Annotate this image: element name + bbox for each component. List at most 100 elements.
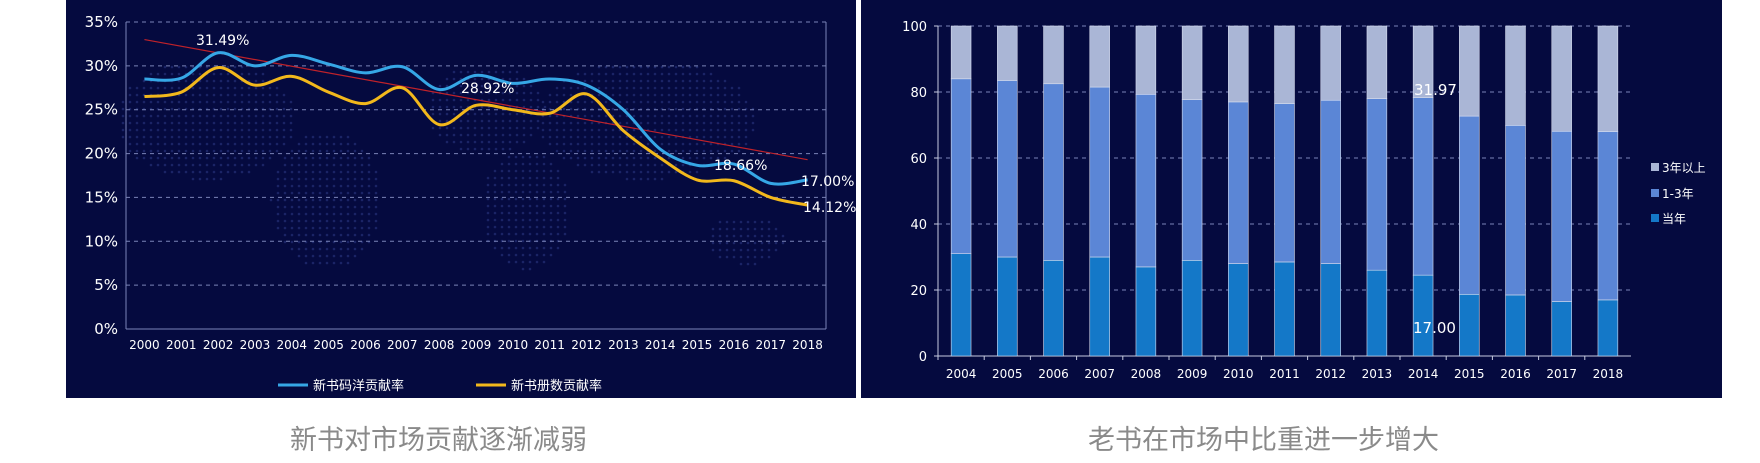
map-dot	[625, 156, 629, 160]
map-dot	[367, 170, 371, 174]
bar-segment-1to3	[1135, 94, 1157, 268]
map-dot	[709, 156, 713, 160]
map-dot	[556, 204, 560, 208]
map-dot	[632, 86, 636, 90]
map-dot	[549, 211, 553, 215]
bar-segment-1to3	[1181, 99, 1203, 261]
map-dot	[135, 93, 139, 97]
map-dot	[625, 121, 629, 125]
y-tick-label: 5%	[94, 276, 118, 294]
map-dot	[311, 149, 315, 153]
map-dot	[618, 79, 622, 83]
map-dot	[541, 114, 545, 118]
map-dot	[514, 239, 518, 243]
map-dot	[760, 255, 764, 259]
map-dot	[360, 247, 364, 251]
map-dot	[653, 100, 657, 104]
map-dot	[205, 135, 209, 139]
map-dot	[493, 218, 497, 222]
map-dot	[702, 149, 706, 153]
y-tick-label: 0%	[94, 320, 118, 338]
map-dot	[746, 241, 750, 245]
map-dot	[367, 219, 371, 223]
map-dot	[625, 142, 629, 146]
map-dot	[535, 225, 539, 229]
map-dot	[563, 232, 567, 236]
map-dot	[500, 204, 504, 208]
map-dot	[529, 119, 533, 123]
map-dot	[332, 170, 336, 174]
map-dot	[632, 163, 636, 167]
map-dot	[695, 170, 699, 174]
map-dot	[723, 86, 727, 90]
map-dot	[431, 98, 435, 102]
bar-segment-1to3	[1228, 101, 1249, 264]
map-dot	[487, 91, 491, 95]
map-dot	[198, 121, 202, 125]
map-dot	[268, 156, 272, 160]
map-dot	[177, 156, 181, 160]
map-dot	[261, 135, 265, 139]
map-dot	[639, 79, 643, 83]
map-dot	[542, 176, 546, 180]
map-dot	[346, 149, 350, 153]
map-dot	[500, 253, 504, 257]
map-dot	[268, 93, 272, 97]
map-dot	[212, 142, 216, 146]
map-dot	[618, 114, 622, 118]
map-dot	[688, 135, 692, 139]
map-dot	[507, 211, 511, 215]
map-dot	[198, 142, 202, 146]
map-dot	[452, 105, 456, 109]
map-dot	[205, 121, 209, 125]
map-dot	[198, 93, 202, 97]
map-dot	[459, 84, 463, 88]
map-dot	[611, 156, 615, 160]
map-dot	[501, 84, 505, 88]
map-dot	[318, 142, 322, 146]
map-dot	[297, 219, 301, 223]
map-dot	[311, 205, 315, 209]
map-dot	[219, 114, 223, 118]
map-dot	[205, 86, 209, 90]
map-dot	[275, 128, 279, 132]
map-dot	[542, 197, 546, 201]
map-dot	[711, 234, 715, 238]
map-dot	[276, 219, 280, 223]
map-dot	[283, 212, 287, 216]
map-dot	[121, 121, 125, 125]
map-dot	[732, 234, 736, 238]
map-dot	[501, 147, 505, 151]
map-dot	[569, 93, 573, 97]
map-dot	[304, 163, 308, 167]
bar-segment-3plus	[1320, 25, 1341, 101]
map-dot	[163, 72, 167, 76]
map-dot	[480, 84, 484, 88]
map-dot	[618, 86, 622, 90]
map-dot	[521, 197, 525, 201]
x-tick-label: 2004	[946, 367, 977, 381]
map-dot	[716, 135, 720, 139]
map-dot	[576, 128, 580, 132]
map-dot	[507, 246, 511, 250]
map-dot	[541, 121, 545, 125]
map-dot	[135, 114, 139, 118]
map-dot	[515, 70, 519, 74]
map-dot	[149, 135, 153, 139]
map-dot	[184, 93, 188, 97]
map-dot	[226, 65, 230, 69]
map-dot	[283, 226, 287, 230]
map-dot	[737, 93, 741, 97]
stacked-bar-chart: 0 20 40 60 80 100 2004 2005 2006 2007 2008 2009 201…	[902, 20, 1705, 381]
map-dot	[583, 142, 587, 146]
map-dot	[521, 183, 525, 187]
map-dot	[290, 163, 294, 167]
map-dot	[353, 156, 357, 160]
map-dot	[711, 227, 715, 231]
map-dot	[339, 198, 343, 202]
map-dot	[339, 240, 343, 244]
map-dot	[716, 114, 720, 118]
x-tick-label: 2000	[129, 338, 160, 352]
map-dot	[438, 126, 442, 130]
map-dot	[528, 246, 532, 250]
